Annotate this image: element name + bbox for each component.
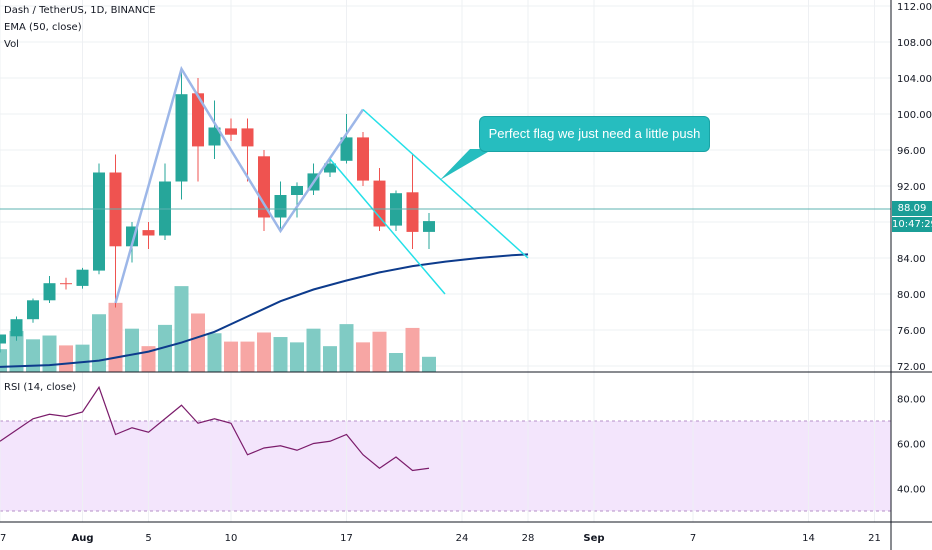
rsi-axis[interactable]: 40.00 60.00 80.00 <box>897 395 926 496</box>
volume-bar <box>323 346 337 372</box>
price-tick-label: 92.00 <box>897 182 926 193</box>
rsi-band <box>0 421 891 511</box>
volume-bar <box>158 324 172 372</box>
volume-bar <box>0 349 7 372</box>
candle-body <box>406 192 419 232</box>
volume-bar <box>339 324 354 372</box>
last-price-tag: 88.09 <box>892 201 932 216</box>
volume-bar <box>75 344 90 372</box>
volume-bar <box>191 313 205 372</box>
rsi-tick-label: 40.00 <box>897 485 926 496</box>
rsi-line <box>0 385 430 472</box>
grid <box>0 0 891 522</box>
candles <box>0 69 435 353</box>
volume-bar <box>42 335 57 372</box>
candle-body <box>43 283 56 301</box>
date-tick-label: 28 <box>522 533 535 544</box>
candle-body <box>373 180 386 227</box>
volume-bar <box>59 345 73 372</box>
candle-body <box>142 230 155 236</box>
drawings <box>114 65 529 304</box>
price-tick-label: 104.00 <box>897 74 932 85</box>
candle-body <box>175 94 188 182</box>
date-tick-label: Aug <box>71 533 93 544</box>
volume-bar <box>422 356 436 372</box>
date-tick-label: 10 <box>225 533 238 544</box>
ema-legend[interactable]: EMA (50, close) <box>4 22 82 33</box>
candle-body <box>274 195 287 218</box>
date-tick-label: 21 <box>868 533 881 544</box>
date-tick-label: 27 <box>0 533 6 544</box>
date-tick-label: Sep <box>583 533 604 544</box>
vol-legend[interactable]: Vol <box>4 39 19 50</box>
date-tick-label: 24 <box>456 533 469 544</box>
flag-upper-line <box>362 108 529 259</box>
volume-bar <box>240 341 255 372</box>
volume-bar <box>26 339 40 372</box>
pattern-line <box>114 65 365 304</box>
price-tick-label: 76.00 <box>897 326 926 337</box>
date-tick-label: 5 <box>145 533 151 544</box>
rsi-path <box>0 385 430 472</box>
countdown-tag: 10:47:29 <box>892 217 932 232</box>
volume-bar <box>389 353 403 372</box>
volume-bar <box>306 328 321 372</box>
rsi-tick-label: 60.00 <box>897 440 926 451</box>
rsi-tick-label: 80.00 <box>897 395 926 406</box>
price-tick-label: 80.00 <box>897 290 926 301</box>
candle-body <box>423 221 435 232</box>
volume-bar <box>224 341 238 372</box>
volume-bar <box>207 333 222 372</box>
candle-body <box>291 186 303 195</box>
candle-body <box>258 156 270 218</box>
volume-bar <box>125 328 139 372</box>
price-axis[interactable]: 72.0076.0080.0084.0088.0092.0096.00100.0… <box>897 2 932 373</box>
volume-bar <box>273 337 288 372</box>
annotation-callout[interactable]: Perfect flag we just need a little push … <box>479 116 710 175</box>
volume-bar <box>405 327 420 372</box>
price-tick-label: 112.00 <box>897 2 932 13</box>
price-tick-label: 108.00 <box>897 38 932 49</box>
candle-body <box>208 127 221 146</box>
volume-bar <box>108 302 123 372</box>
date-tick-label: 7 <box>690 533 696 544</box>
candle-body <box>225 128 237 135</box>
price-tick-label: 72.00 <box>897 362 926 373</box>
rsi-legend[interactable]: RSI (14, close) <box>4 382 77 393</box>
candle-body <box>340 137 353 161</box>
candle-body <box>192 93 204 147</box>
date-tick-label: 14 <box>802 533 815 544</box>
price-tick-label: 100.00 <box>897 110 932 121</box>
price-tick-label: 84.00 <box>897 254 926 265</box>
price-tick-label: 96.00 <box>897 146 926 157</box>
candle-body <box>27 300 39 320</box>
date-tick-label: 17 <box>340 533 353 544</box>
volume-bar <box>372 331 387 372</box>
volume-bar <box>290 342 304 372</box>
volume-bar <box>257 332 271 372</box>
candle-body <box>357 137 369 181</box>
symbol-legend[interactable]: Dash / TetherUS, 1D, BINANCE <box>4 5 156 16</box>
volume-bar <box>9 330 24 372</box>
flag-lower-line <box>329 158 446 295</box>
volume-bars <box>0 286 436 372</box>
candle-body <box>241 128 254 147</box>
candle-body <box>60 283 72 285</box>
candle-body <box>10 319 23 337</box>
callout-pointer <box>440 149 493 180</box>
volume-bar <box>92 314 106 372</box>
ema-line <box>0 253 529 368</box>
volume-bar <box>356 342 370 372</box>
candle-body <box>93 172 105 271</box>
candle-body <box>324 163 336 173</box>
volume-bar <box>174 286 189 372</box>
candle-body <box>0 334 6 344</box>
time-axis[interactable]: 27 Aug 5 10 17 24 28 Sep 7 14 21 <box>0 533 881 544</box>
candle-body <box>76 269 89 286</box>
ema-path <box>0 253 529 368</box>
